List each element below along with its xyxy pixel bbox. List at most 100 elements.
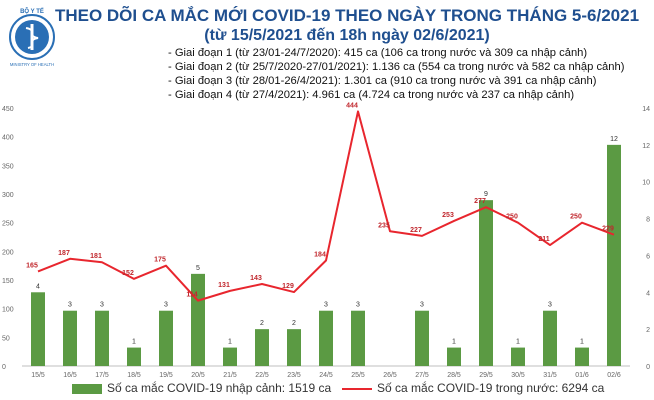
bar xyxy=(607,144,621,366)
y-right-tick-label: 0 xyxy=(646,364,650,371)
phase-3-text: - Giai đoạn 3 (từ 28/01-26/4/2021): 1.30… xyxy=(168,75,597,87)
y-left-tick-label: 200 xyxy=(2,249,14,256)
bar xyxy=(351,310,365,366)
y-left-tick-label: 250 xyxy=(2,221,14,228)
y-left-tick-label: 100 xyxy=(2,307,14,314)
legend-imported: Số ca mắc COVID-19 nhập cảnh: 1519 ca xyxy=(72,381,331,395)
phase-summary: - Giai đoạn 1 (từ 23/01-24/7/2020): 415 … xyxy=(168,46,624,102)
line-value-label: 175 xyxy=(154,257,166,264)
bar xyxy=(127,347,141,366)
bar-value-label: 1 xyxy=(452,339,456,346)
bar xyxy=(287,329,301,366)
bar-value-label: 1 xyxy=(228,339,232,346)
bar xyxy=(159,310,173,366)
line-value-label: 129 xyxy=(282,283,294,290)
phase-4-text: - Giai đoạn 4 (từ 27/4/2021): 4.961 ca (… xyxy=(168,89,575,101)
x-tick-label: 02/6 xyxy=(607,372,621,379)
bar xyxy=(31,292,45,366)
line-value-label: 250 xyxy=(506,214,518,221)
line-value-label: 152 xyxy=(122,270,134,277)
y-left-tick-label: 400 xyxy=(2,135,14,142)
x-tick-label: 19/5 xyxy=(159,372,173,379)
bar-value-label: 1 xyxy=(132,339,136,346)
line-value-label: 253 xyxy=(442,212,454,219)
bar-value-label: 5 xyxy=(196,265,200,272)
bar-value-label: 4 xyxy=(36,283,40,290)
bar-value-label: 3 xyxy=(100,302,104,309)
line-value-label: 444 xyxy=(346,102,358,109)
line-value-label: 211 xyxy=(538,236,549,243)
bar-value-label: 1 xyxy=(516,339,520,346)
bar-value-label: 3 xyxy=(356,302,360,309)
bar xyxy=(63,310,77,366)
x-tick-label: 21/5 xyxy=(223,372,237,379)
y-left-tick-label: 300 xyxy=(2,192,14,199)
bar xyxy=(479,200,493,366)
x-tick-label: 17/5 xyxy=(95,372,109,379)
x-tick-label: 18/5 xyxy=(127,372,141,379)
bar xyxy=(447,347,461,366)
y-left-tick-label: 0 xyxy=(2,364,6,371)
y-left-tick-label: 50 xyxy=(2,335,10,342)
bar xyxy=(543,310,557,366)
line-value-label: 235 xyxy=(378,222,390,229)
bar-value-label: 3 xyxy=(324,302,328,309)
x-tick-label: 27/5 xyxy=(415,372,429,379)
y-left-tick-label: 350 xyxy=(2,163,14,170)
chart-title: THEO DÕI CA MẮC MỚI COVID-19 THEO NGÀY T… xyxy=(54,6,640,25)
logo-text-top: BỘ Y TẾ xyxy=(20,7,44,15)
legend-domestic: Số ca mắc COVID-19 trong nước: 6294 ca xyxy=(342,381,604,395)
line-value-label: 229 xyxy=(602,226,614,233)
logo-text-bottom: MINISTRY OF HEALTH xyxy=(10,62,54,67)
line-value-label: 114 xyxy=(186,292,197,299)
y-left-tick-label: 450 xyxy=(2,106,14,113)
x-tick-label: 25/5 xyxy=(351,372,365,379)
x-tick-label: 26/5 xyxy=(383,372,397,379)
line-value-label: 143 xyxy=(250,275,262,282)
y-right-tick-label: 10 xyxy=(642,180,650,187)
line-value-label: 250 xyxy=(570,214,582,221)
line-value-label: 131 xyxy=(218,282,230,289)
y-right-tick-label: 8 xyxy=(646,217,650,224)
y-right-tick-label: 2 xyxy=(646,327,650,334)
bar-value-label: 2 xyxy=(292,320,296,327)
line-value-label: 184 xyxy=(314,252,326,259)
y-right-tick-label: 4 xyxy=(646,290,650,297)
line-value-label: 165 xyxy=(26,262,38,269)
x-tick-label: 29/5 xyxy=(479,372,493,379)
bar-value-label: 1 xyxy=(580,339,584,346)
bar-value-label: 3 xyxy=(548,302,552,309)
ministry-of-health-logo: BỘ Y TẾ MINISTRY OF HEALTH xyxy=(9,7,55,67)
bar xyxy=(319,310,333,366)
bar xyxy=(511,347,525,366)
legend-imported-label: Số ca mắc COVID-19 nhập cảnh: 1519 ca xyxy=(107,381,332,395)
phase-2-text: - Giai đoạn 2 (từ 25/7/2020-27/01/2021):… xyxy=(168,61,625,73)
legend-line-swatch xyxy=(342,387,372,390)
bar xyxy=(255,329,269,366)
x-tick-label: 28/5 xyxy=(447,372,461,379)
bar xyxy=(223,347,237,366)
line-value-label: 277 xyxy=(474,198,486,205)
x-tick-label: 22/5 xyxy=(255,372,269,379)
bar-value-label: 3 xyxy=(68,302,72,309)
legend-bar-swatch xyxy=(72,383,102,394)
bar-value-label: 12 xyxy=(610,136,618,143)
line-value-label: 181 xyxy=(90,253,102,260)
bar-value-label: 9 xyxy=(484,191,488,198)
domestic-cases-line xyxy=(37,110,615,302)
x-tick-label: 24/5 xyxy=(319,372,333,379)
bar xyxy=(95,310,109,366)
x-tick-label: 16/5 xyxy=(63,372,77,379)
line-value-label: 227 xyxy=(410,227,422,234)
phase-1-text: - Giai đoạn 1 (từ 23/01-24/7/2020): 415 … xyxy=(168,47,588,59)
y-right-tick-label: 6 xyxy=(646,253,650,260)
bar xyxy=(415,310,429,366)
bar-value-label: 3 xyxy=(164,302,168,309)
bar xyxy=(575,347,589,366)
x-tick-label: 30/5 xyxy=(511,372,525,379)
y-left-tick-label: 150 xyxy=(2,278,14,285)
legend-domestic-label: Số ca mắc COVID-19 trong nước: 6294 ca xyxy=(377,381,605,395)
x-tick-label: 15/5 xyxy=(31,372,45,379)
x-tick-label: 23/5 xyxy=(287,372,301,379)
y-right-tick-label: 14 xyxy=(642,106,650,113)
